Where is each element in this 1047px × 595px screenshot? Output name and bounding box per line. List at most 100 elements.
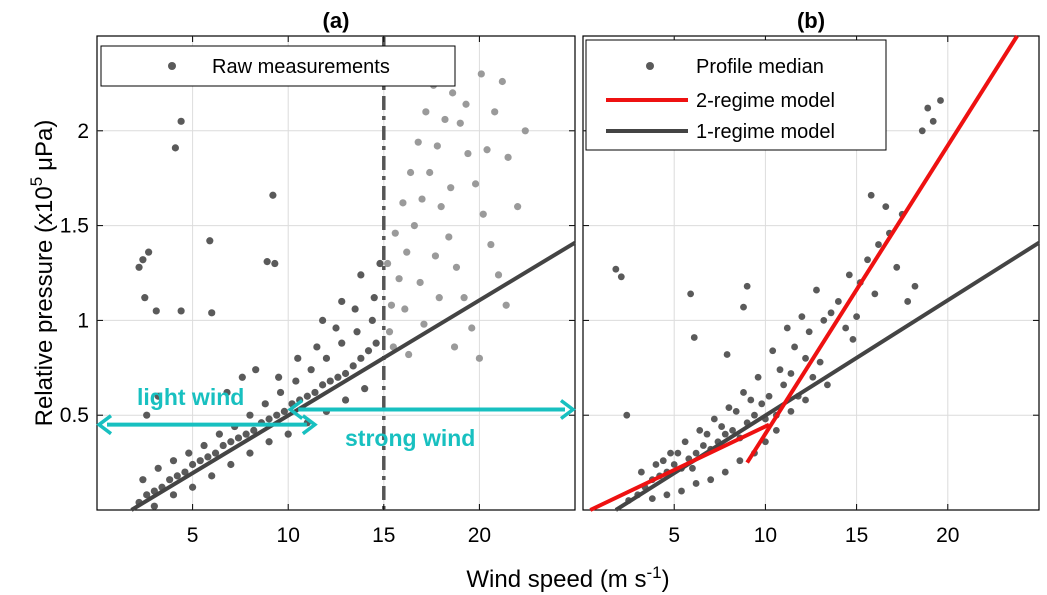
- data-point-raw-strong: [475, 354, 483, 362]
- x-tick-label: 15: [845, 524, 868, 547]
- data-point-raw-strong: [462, 100, 470, 108]
- data-point-raw: [338, 339, 346, 347]
- data-point-raw-strong: [445, 233, 453, 241]
- data-point-raw: [338, 297, 346, 306]
- data-point-median: [845, 271, 853, 279]
- fit-line-two-regime-2: [745, 34, 1019, 464]
- data-point-raw: [368, 316, 376, 324]
- strong-wind-label: strong wind: [345, 425, 475, 451]
- data-point-raw: [141, 294, 149, 302]
- data-point-raw: [171, 144, 179, 152]
- data-point-raw-strong: [468, 324, 476, 332]
- data-point-raw: [276, 388, 285, 397]
- data-point-median: [674, 449, 682, 457]
- data-point-raw: [200, 441, 208, 450]
- data-point-median: [805, 328, 813, 336]
- fit-line-two-regime-1: [589, 422, 770, 512]
- data-point-raw-strong: [514, 203, 522, 211]
- data-point-median: [802, 396, 809, 404]
- data-point-raw: [189, 483, 197, 491]
- data-point-raw: [263, 258, 271, 266]
- data-point-median: [816, 358, 824, 366]
- data-point-median: [791, 343, 798, 351]
- panel-a-legend: [100, 45, 456, 87]
- data-point-median: [623, 411, 631, 419]
- data-point-median: [754, 373, 762, 381]
- data-point-median: [924, 104, 932, 112]
- x-tick-label: 10: [754, 524, 777, 547]
- data-point-raw-strong: [437, 203, 445, 211]
- data-point-raw: [326, 377, 334, 385]
- data-point-median: [670, 461, 678, 468]
- data-point-raw-strong: [403, 248, 411, 256]
- light-wind-arrow-head-left: [96, 414, 113, 436]
- data-point-raw: [154, 392, 162, 400]
- data-point-median: [687, 290, 695, 298]
- data-point-raw: [275, 373, 283, 381]
- y-axis-label-sup: 5: [27, 177, 46, 186]
- data-point-raw: [265, 438, 273, 446]
- data-point-median: [813, 286, 820, 294]
- data-point-raw: [273, 411, 281, 419]
- light-wind-arrow-head-right: [301, 414, 318, 436]
- data-point-median: [743, 282, 751, 290]
- y-tick-label: 0.5: [60, 404, 89, 427]
- data-point-median: [904, 298, 912, 305]
- data-point-raw-strong: [498, 77, 506, 86]
- data-point-raw: [341, 396, 350, 404]
- data-point-raw: [351, 305, 359, 313]
- strong-wind-arrow-head-right: [559, 399, 576, 420]
- data-point-raw: [234, 434, 243, 442]
- legend-marker-raw: [168, 62, 176, 70]
- data-point-raw: [152, 307, 160, 315]
- data-point-median: [929, 117, 937, 125]
- legend-label-one-regime: 1-regime model: [696, 121, 835, 143]
- data-point-raw: [265, 415, 273, 423]
- data-point-median: [648, 495, 656, 503]
- data-point-raw-strong: [420, 320, 428, 328]
- data-point-raw-strong: [410, 222, 418, 230]
- data-point-median: [776, 366, 784, 374]
- data-point-raw: [341, 369, 350, 378]
- data-point-median: [703, 430, 711, 438]
- panel-b-title: (b): [797, 8, 825, 33]
- data-point-raw: [252, 366, 260, 374]
- data-point-raw-strong: [414, 138, 422, 146]
- data-point-raw: [139, 256, 147, 264]
- data-point-raw: [271, 259, 279, 268]
- y-axis-label-main: Relative pressure (x10: [31, 186, 58, 426]
- data-point-median: [663, 491, 671, 499]
- data-point-raw: [313, 343, 321, 351]
- data-point-raw-strong: [460, 294, 468, 302]
- data-point-raw-strong: [384, 259, 392, 268]
- panel-b-lines: [589, 34, 1041, 512]
- x-axis-label-sup: -1: [646, 563, 661, 582]
- data-point-median: [723, 351, 731, 358]
- data-point-median: [707, 476, 715, 484]
- data-point-raw: [173, 472, 181, 480]
- x-axis-label-main: Wind speed (m s: [466, 566, 646, 593]
- data-point-raw-strong: [435, 294, 443, 302]
- data-point-raw: [139, 476, 147, 484]
- data-point-raw: [322, 354, 331, 362]
- data-point-raw: [135, 263, 143, 271]
- data-point-raw-strong: [504, 153, 512, 161]
- panel-b: 5 10 15 20 (b) Profile median 2-regime mode…: [582, 8, 1041, 547]
- data-point-raw-strong: [447, 184, 455, 192]
- light-wind-label: light wind: [137, 384, 244, 410]
- data-point-raw-strong: [416, 278, 424, 287]
- data-point-raw: [292, 377, 300, 385]
- data-point-median: [918, 127, 926, 135]
- x-axis-label: Wind speed (m s-1): [466, 563, 669, 593]
- x-axis-label-end: ): [662, 566, 670, 593]
- data-point-raw: [269, 191, 277, 199]
- data-point-raw: [185, 449, 193, 457]
- data-point-raw-strong: [401, 305, 409, 313]
- data-point-median: [721, 430, 729, 438]
- data-point-raw-strong: [452, 263, 461, 271]
- strong-wind-arrow-head-left: [287, 399, 304, 420]
- data-point-raw: [332, 324, 340, 332]
- data-point-raw: [250, 426, 258, 434]
- data-point-raw-strong: [431, 252, 440, 260]
